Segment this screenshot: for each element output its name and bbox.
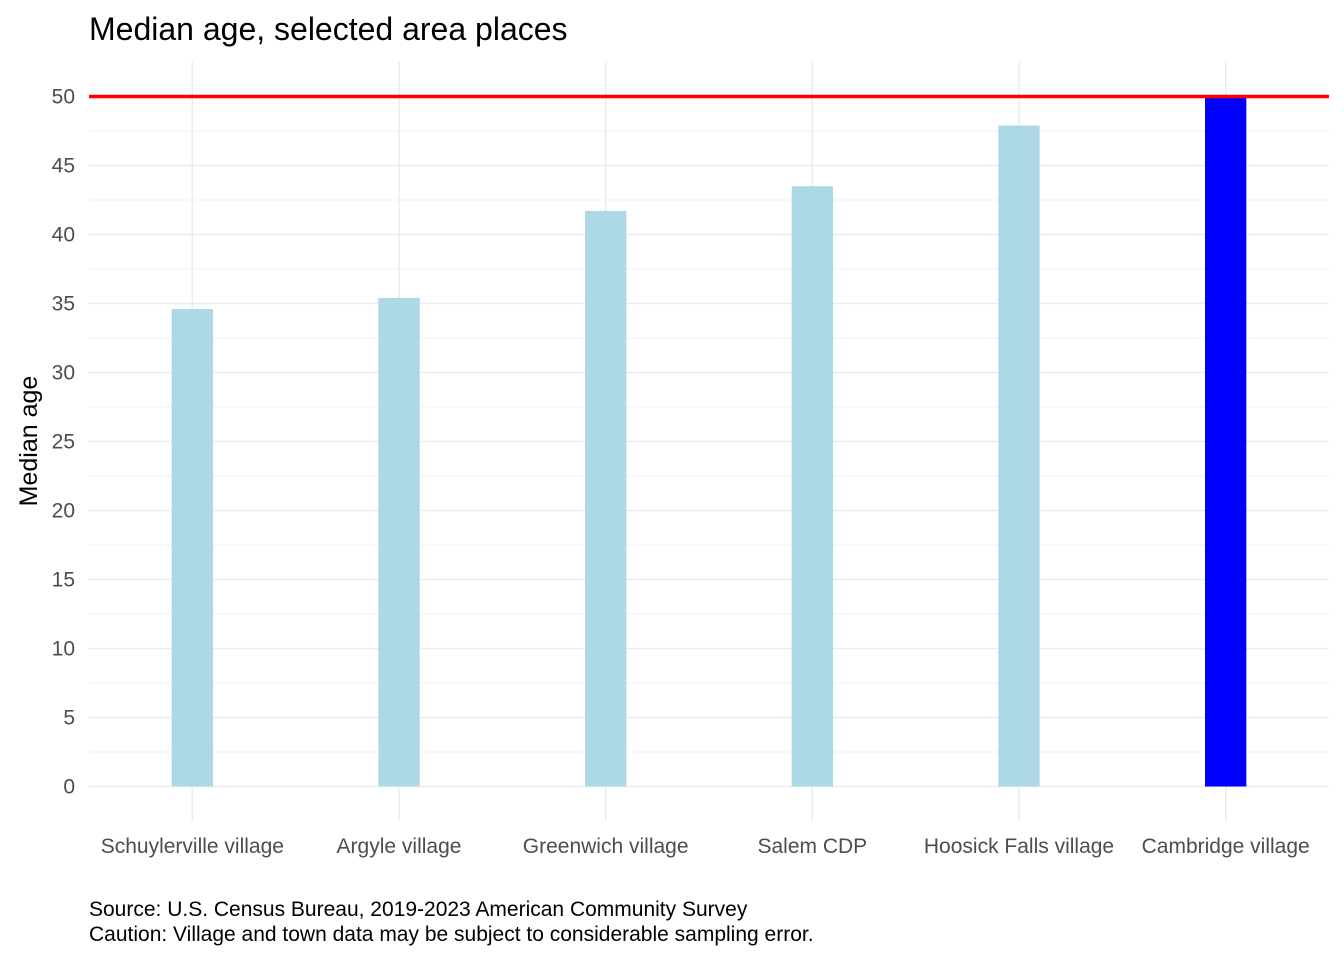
y-tick-label: 10 [52, 638, 75, 661]
y-tick-label: 15 [52, 569, 75, 592]
caption-caution: Caution: Village and town data may be su… [89, 923, 814, 946]
y-axis-ticks: 0 5 10 15 20 25 30 35 40 45 50 [52, 86, 75, 799]
x-tick-label: Schuylerville village [101, 835, 284, 858]
y-tick-label: 35 [52, 293, 75, 316]
bar-hoosick-falls-village [998, 125, 1040, 787]
y-tick-label: 5 [63, 707, 75, 730]
x-tick-label: Greenwich village [523, 835, 689, 858]
y-tick-label: 40 [52, 224, 75, 247]
x-axis-ticks: Schuylerville village Argyle village Green… [101, 835, 1310, 858]
bar-salem-cdp [791, 186, 833, 787]
y-tick-label: 25 [52, 431, 75, 454]
chart-title: Median age, selected area places [89, 11, 568, 47]
x-tick-label: Cambridge village [1142, 835, 1310, 858]
y-tick-label: 30 [52, 362, 75, 385]
x-tick-label: Hoosick Falls village [924, 835, 1114, 858]
grid [89, 62, 1329, 821]
bar-argyle-village [378, 297, 420, 787]
bar-cambridge-village [1205, 97, 1247, 787]
y-tick-label: 50 [52, 86, 75, 109]
y-tick-label: 0 [63, 776, 75, 799]
bar-greenwich-village [585, 211, 627, 787]
bars [171, 97, 1247, 787]
x-tick-label: Argyle village [337, 835, 462, 858]
caption-source: Source: U.S. Census Bureau, 2019-2023 Am… [89, 898, 748, 921]
y-tick-label: 45 [52, 155, 75, 178]
y-axis-label: Median age [15, 376, 43, 507]
bar-schuylerville-village [171, 309, 213, 787]
x-tick-label: Salem CDP [757, 835, 867, 858]
y-tick-label: 20 [52, 500, 75, 523]
